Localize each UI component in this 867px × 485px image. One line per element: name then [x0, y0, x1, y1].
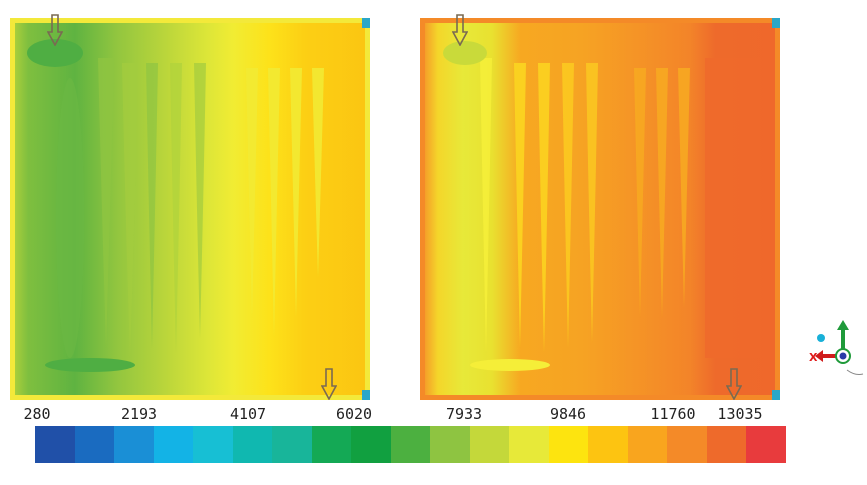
colorbar-swatch-16: [667, 426, 707, 463]
outlet-arrow-icon: [321, 368, 337, 400]
colorbar-swatch-10: [430, 426, 470, 463]
inlet-arrow-icon: [452, 14, 468, 46]
axis-x-label: X: [809, 351, 818, 364]
colorbar-swatch-5: [232, 426, 272, 463]
colorbar-swatch-1: [74, 426, 114, 463]
colorbar-swatch-18: [746, 426, 786, 463]
colorbar-swatch-7: [311, 426, 351, 463]
colorbar-swatch-0: [35, 426, 75, 463]
tick-label: 6020: [335, 405, 373, 423]
colorbar-swatch-6: [272, 426, 312, 463]
colorbar-swatch-17: [706, 426, 746, 463]
colorbar-swatch-3: [153, 426, 193, 463]
colorbar-tick-labels: 280 2193 4107 6020 7933 9846 11760 13035: [0, 400, 867, 426]
axis-triad: X: [803, 318, 867, 390]
inlet-arrow-icon: [47, 14, 63, 46]
colorbar-swatch-12: [509, 426, 549, 463]
left-fingers: [98, 58, 324, 358]
tick-label: 13035: [717, 405, 763, 423]
colorbar-swatch-4: [193, 426, 233, 463]
colorbar: [35, 426, 786, 463]
contour-plot-left: [10, 18, 370, 400]
tick-label: 4107: [229, 405, 267, 423]
colorbar-swatch-11: [469, 426, 509, 463]
tick-label: 11760: [650, 405, 696, 423]
right-fingers: [480, 58, 690, 353]
colorbar-swatch-9: [390, 426, 430, 463]
outlet-arrow-icon: [726, 368, 742, 400]
colorbar-swatch-8: [351, 426, 391, 463]
colorbar-swatch-14: [588, 426, 628, 463]
tick-label: 7933: [445, 405, 483, 423]
contour-plot-right: [420, 18, 780, 400]
colorbar-swatch-13: [548, 426, 588, 463]
colorbar-swatch-15: [627, 426, 667, 463]
tick-label: 9846: [549, 405, 587, 423]
colorbar-swatch-2: [114, 426, 154, 463]
tick-label: 280: [23, 405, 51, 423]
tick-label: 2193: [120, 405, 158, 423]
